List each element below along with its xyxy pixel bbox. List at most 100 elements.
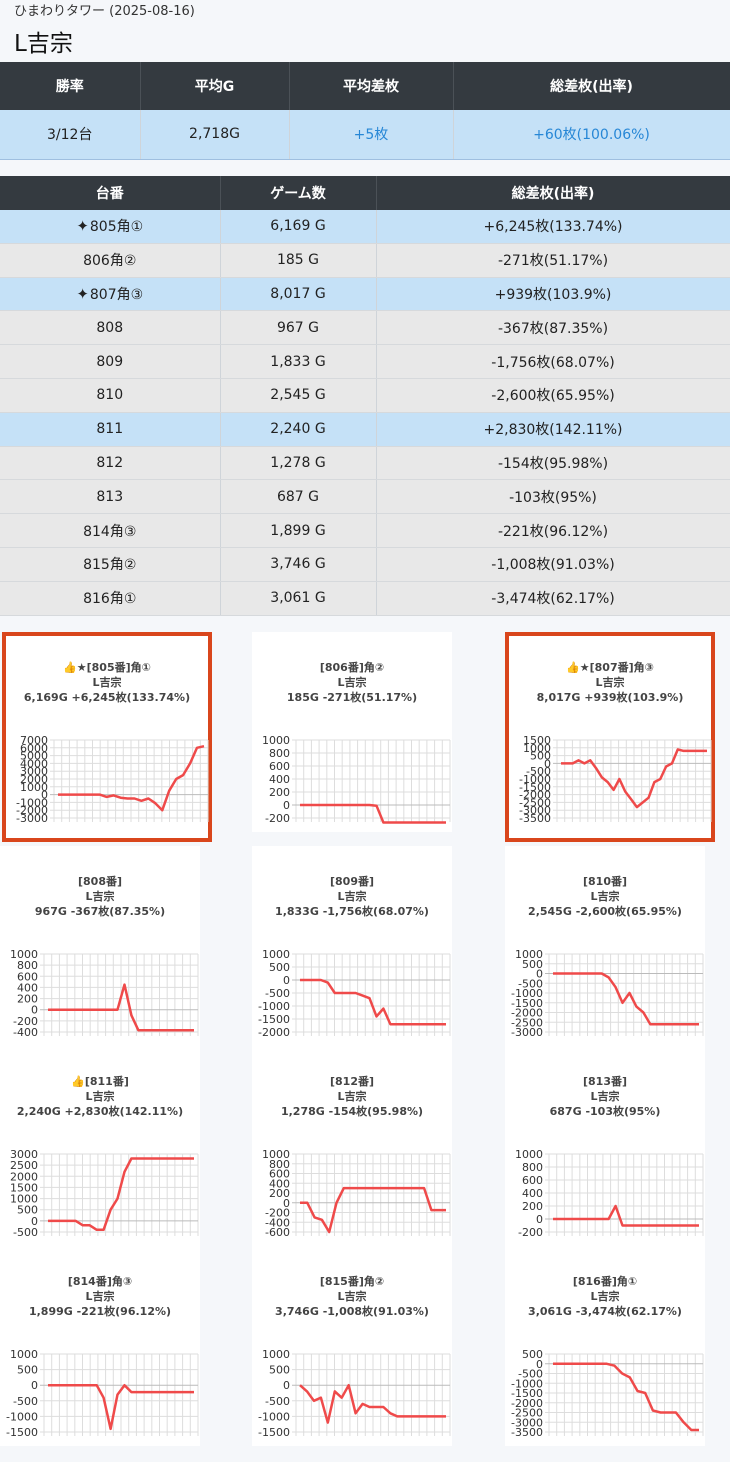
chart-title: [815番]角② — [319, 1274, 385, 1288]
machine-chart-card[interactable]: 👍[811番] L吉宗 2,240G +2,830枚(142.11%) 3000 250… — [0, 1045, 200, 1246]
y-tick-label: -1000 — [258, 1410, 290, 1423]
y-tick-label: 400 — [522, 1187, 543, 1200]
machine-chart-card[interactable]: 👍★[807番]角③ L吉宗 8,017G +939枚(103.9%) 1500 100… — [505, 631, 715, 842]
machine-chart-card[interactable]: 👍★[805番]角① L吉宗 6,169G +6,245枚(133.74%) 7000… — [2, 631, 212, 842]
games-cell: 185 G — [220, 243, 377, 278]
machine-chart-card[interactable]: [806番]角② L吉宗 185G -271枚(51.17%) 1000 800 600 4… — [252, 631, 452, 832]
page-title: L吉宗 — [14, 31, 73, 57]
diff-cell: -367枚(87.35%) — [376, 310, 730, 346]
y-tick-label: 0 — [31, 1379, 38, 1392]
line-chart: 150010005000-500-1000-1500-2000-2500-300… — [519, 734, 712, 824]
summary-table: 勝率 平均G 平均差枚 総差枚(出率) 3/12台 2,718G +5枚 +60… — [0, 62, 730, 160]
y-tick-label: -2500 — [511, 1016, 543, 1029]
diff-cell: -1,008枚(91.03%) — [376, 547, 730, 582]
y-tick-label: -1500 — [511, 1387, 543, 1400]
machine-no-cell: 811 — [0, 412, 221, 447]
y-tick-label: 1000 — [20, 780, 48, 793]
y-tick-label: 1000 — [262, 1348, 290, 1361]
machine-no-cell: ✦807角③ — [0, 277, 221, 312]
y-tick-label: 500 — [17, 1203, 38, 1216]
chart-title: [813番] — [582, 1074, 628, 1088]
games-cell: 1,833 G — [220, 344, 377, 379]
diff-cell: +939枚(103.9%) — [376, 277, 730, 312]
table-row[interactable]: 813 687 G -103枚(95%) — [0, 479, 730, 515]
chart-subtitle: L吉宗 — [337, 1089, 367, 1103]
line-chart: 1000 500 0 -500 -1000 -1500 — [6, 1348, 199, 1438]
y-tick-label: 200 — [17, 992, 38, 1005]
chart-title: 👍★[807番]角③ — [566, 660, 654, 674]
machine-chart-card[interactable]: [815番]角② L吉宗 3,746G -1,008枚(91.03%) 1000 500… — [252, 1245, 452, 1446]
chart-caption: 2,240G +2,830枚(142.11%) — [16, 1104, 184, 1118]
table-row[interactable]: 816角① 3,061 G -3,474枚(62.17%) — [0, 581, 730, 616]
header-total-diff: 総差枚(出率) — [453, 62, 730, 110]
machine-chart-card[interactable]: [816番]角① L吉宗 3,061G -3,474枚(62.17%) 500 0 -50… — [505, 1245, 705, 1446]
machine-no-cell: ✦805角① — [0, 209, 221, 244]
y-tick-label: 0 — [41, 788, 48, 801]
y-tick-label: -1000 — [511, 987, 543, 1000]
diff-cell: -154枚(95.98%) — [376, 446, 730, 481]
table-row[interactable]: 815角② 3,746 G -1,008枚(91.03%) — [0, 547, 730, 582]
y-tick-label: -3000 — [16, 812, 48, 824]
machine-no: 808 — [96, 319, 124, 336]
table-row[interactable]: 814角③ 1,899 G -221枚(96.12%) — [0, 513, 730, 548]
diff-cell: -2,600枚(65.95%) — [376, 378, 730, 413]
diff-series-line — [48, 1383, 194, 1430]
diff-series-line — [48, 1156, 194, 1231]
y-tick-label: 500 — [269, 961, 290, 974]
y-tick-label: 600 — [17, 970, 38, 983]
machine-chart-card[interactable]: [812番] L吉宗 1,278G -154枚(95.98%) 1000 800 600 4… — [252, 1045, 452, 1246]
y-tick-label: -1000 — [258, 1000, 290, 1013]
y-tick-label: -500 — [265, 987, 290, 1000]
machine-no: 813 — [96, 488, 124, 505]
y-tick-label: -500 — [518, 1367, 543, 1380]
y-tick-label: -500 — [13, 1394, 38, 1407]
table-row[interactable]: 810 2,545 G -2,600枚(65.95%) — [0, 378, 730, 413]
y-tick-label: 0 — [283, 799, 290, 812]
machine-no: 815角② — [83, 557, 137, 574]
y-tick-label: 3000 — [10, 1148, 38, 1161]
diff-cell: +6,245枚(133.74%) — [376, 209, 730, 244]
y-tick-label: 600 — [269, 1167, 290, 1180]
diff-series-line — [561, 747, 707, 808]
y-tick-label: -1500 — [511, 996, 543, 1009]
chart-caption: 967G -367枚(87.35%) — [34, 904, 166, 918]
y-tick-label: 800 — [17, 959, 38, 972]
machine-chart-card[interactable]: [813番] L吉宗 687G -103枚(95%) 1000 800 600 400 200… — [505, 1045, 705, 1246]
machine-chart-card[interactable]: [809番] L吉宗 1,833G -1,756枚(68.07%) 1000 500 0-… — [252, 845, 452, 1046]
line-chart: 5000-500-1000-1500-2000-2500-3000-3500 — [511, 1348, 704, 1438]
diff-cell: -271枚(51.17%) — [376, 243, 730, 278]
y-tick-label: -500 — [526, 765, 551, 778]
chart-title: [812番] — [329, 1074, 375, 1088]
table-row[interactable]: ✦807角③ 8,017 G +939枚(103.9%) — [0, 277, 730, 312]
table-row[interactable]: 809 1,833 G -1,756枚(68.07%) — [0, 344, 730, 379]
machine-chart-card[interactable]: [810番] L吉宗 2,545G -2,600枚(65.95%) 1000 500 0-… — [505, 845, 705, 1046]
machine-chart-card[interactable]: [808番] L吉宗 967G -367枚(87.35%) 1000 800 600 400… — [0, 845, 200, 1046]
y-tick-label: 6000 — [20, 741, 48, 754]
chart-subtitle: L吉宗 — [337, 675, 367, 689]
y-tick-label: 1000 — [10, 948, 38, 961]
machine-no: 807角③ — [89, 286, 144, 303]
y-tick-label: 0 — [544, 757, 551, 770]
table-row[interactable]: ✦805角① 6,169 G +6,245枚(133.74%) — [0, 209, 730, 244]
table-row[interactable]: 812 1,278 G -154枚(95.98%) — [0, 446, 730, 481]
machine-no-cell: 816角① — [0, 581, 221, 616]
machine-no: 810 — [96, 387, 124, 404]
y-tick-label: -1500 — [519, 780, 551, 793]
diff-series-line — [300, 978, 446, 1026]
y-tick-label: 200 — [269, 786, 290, 799]
diff-series-line — [553, 1362, 699, 1431]
machine-chart-card[interactable]: [814番]角③ L吉宗 1,899G -221枚(96.12%) 1000 500 0 -… — [0, 1245, 200, 1446]
table-row[interactable]: 811 2,240 G +2,830枚(142.11%) — [0, 412, 730, 447]
y-tick-label: -200 — [265, 1206, 290, 1219]
y-tick-label: 500 — [522, 957, 543, 970]
table-row[interactable]: 808 967 G -367枚(87.35%) — [0, 310, 730, 346]
y-tick-label: -3500 — [519, 812, 551, 824]
table-row[interactable]: 806角② 185 G -271枚(51.17%) — [0, 243, 730, 278]
games-cell: 2,545 G — [220, 378, 377, 413]
chart-caption: 185G -271枚(51.17%) — [286, 690, 418, 704]
chart-title: [810番] — [582, 874, 628, 888]
y-tick-label: 2500 — [10, 1159, 38, 1172]
